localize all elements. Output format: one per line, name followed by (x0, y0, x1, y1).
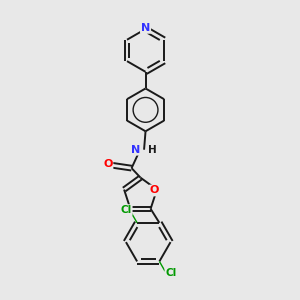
Text: Cl: Cl (165, 268, 177, 278)
Text: O: O (103, 159, 112, 169)
Text: N: N (131, 145, 140, 155)
Text: Cl: Cl (121, 205, 132, 215)
Text: N: N (141, 23, 150, 33)
Text: H: H (148, 145, 157, 155)
Text: O: O (150, 185, 159, 195)
